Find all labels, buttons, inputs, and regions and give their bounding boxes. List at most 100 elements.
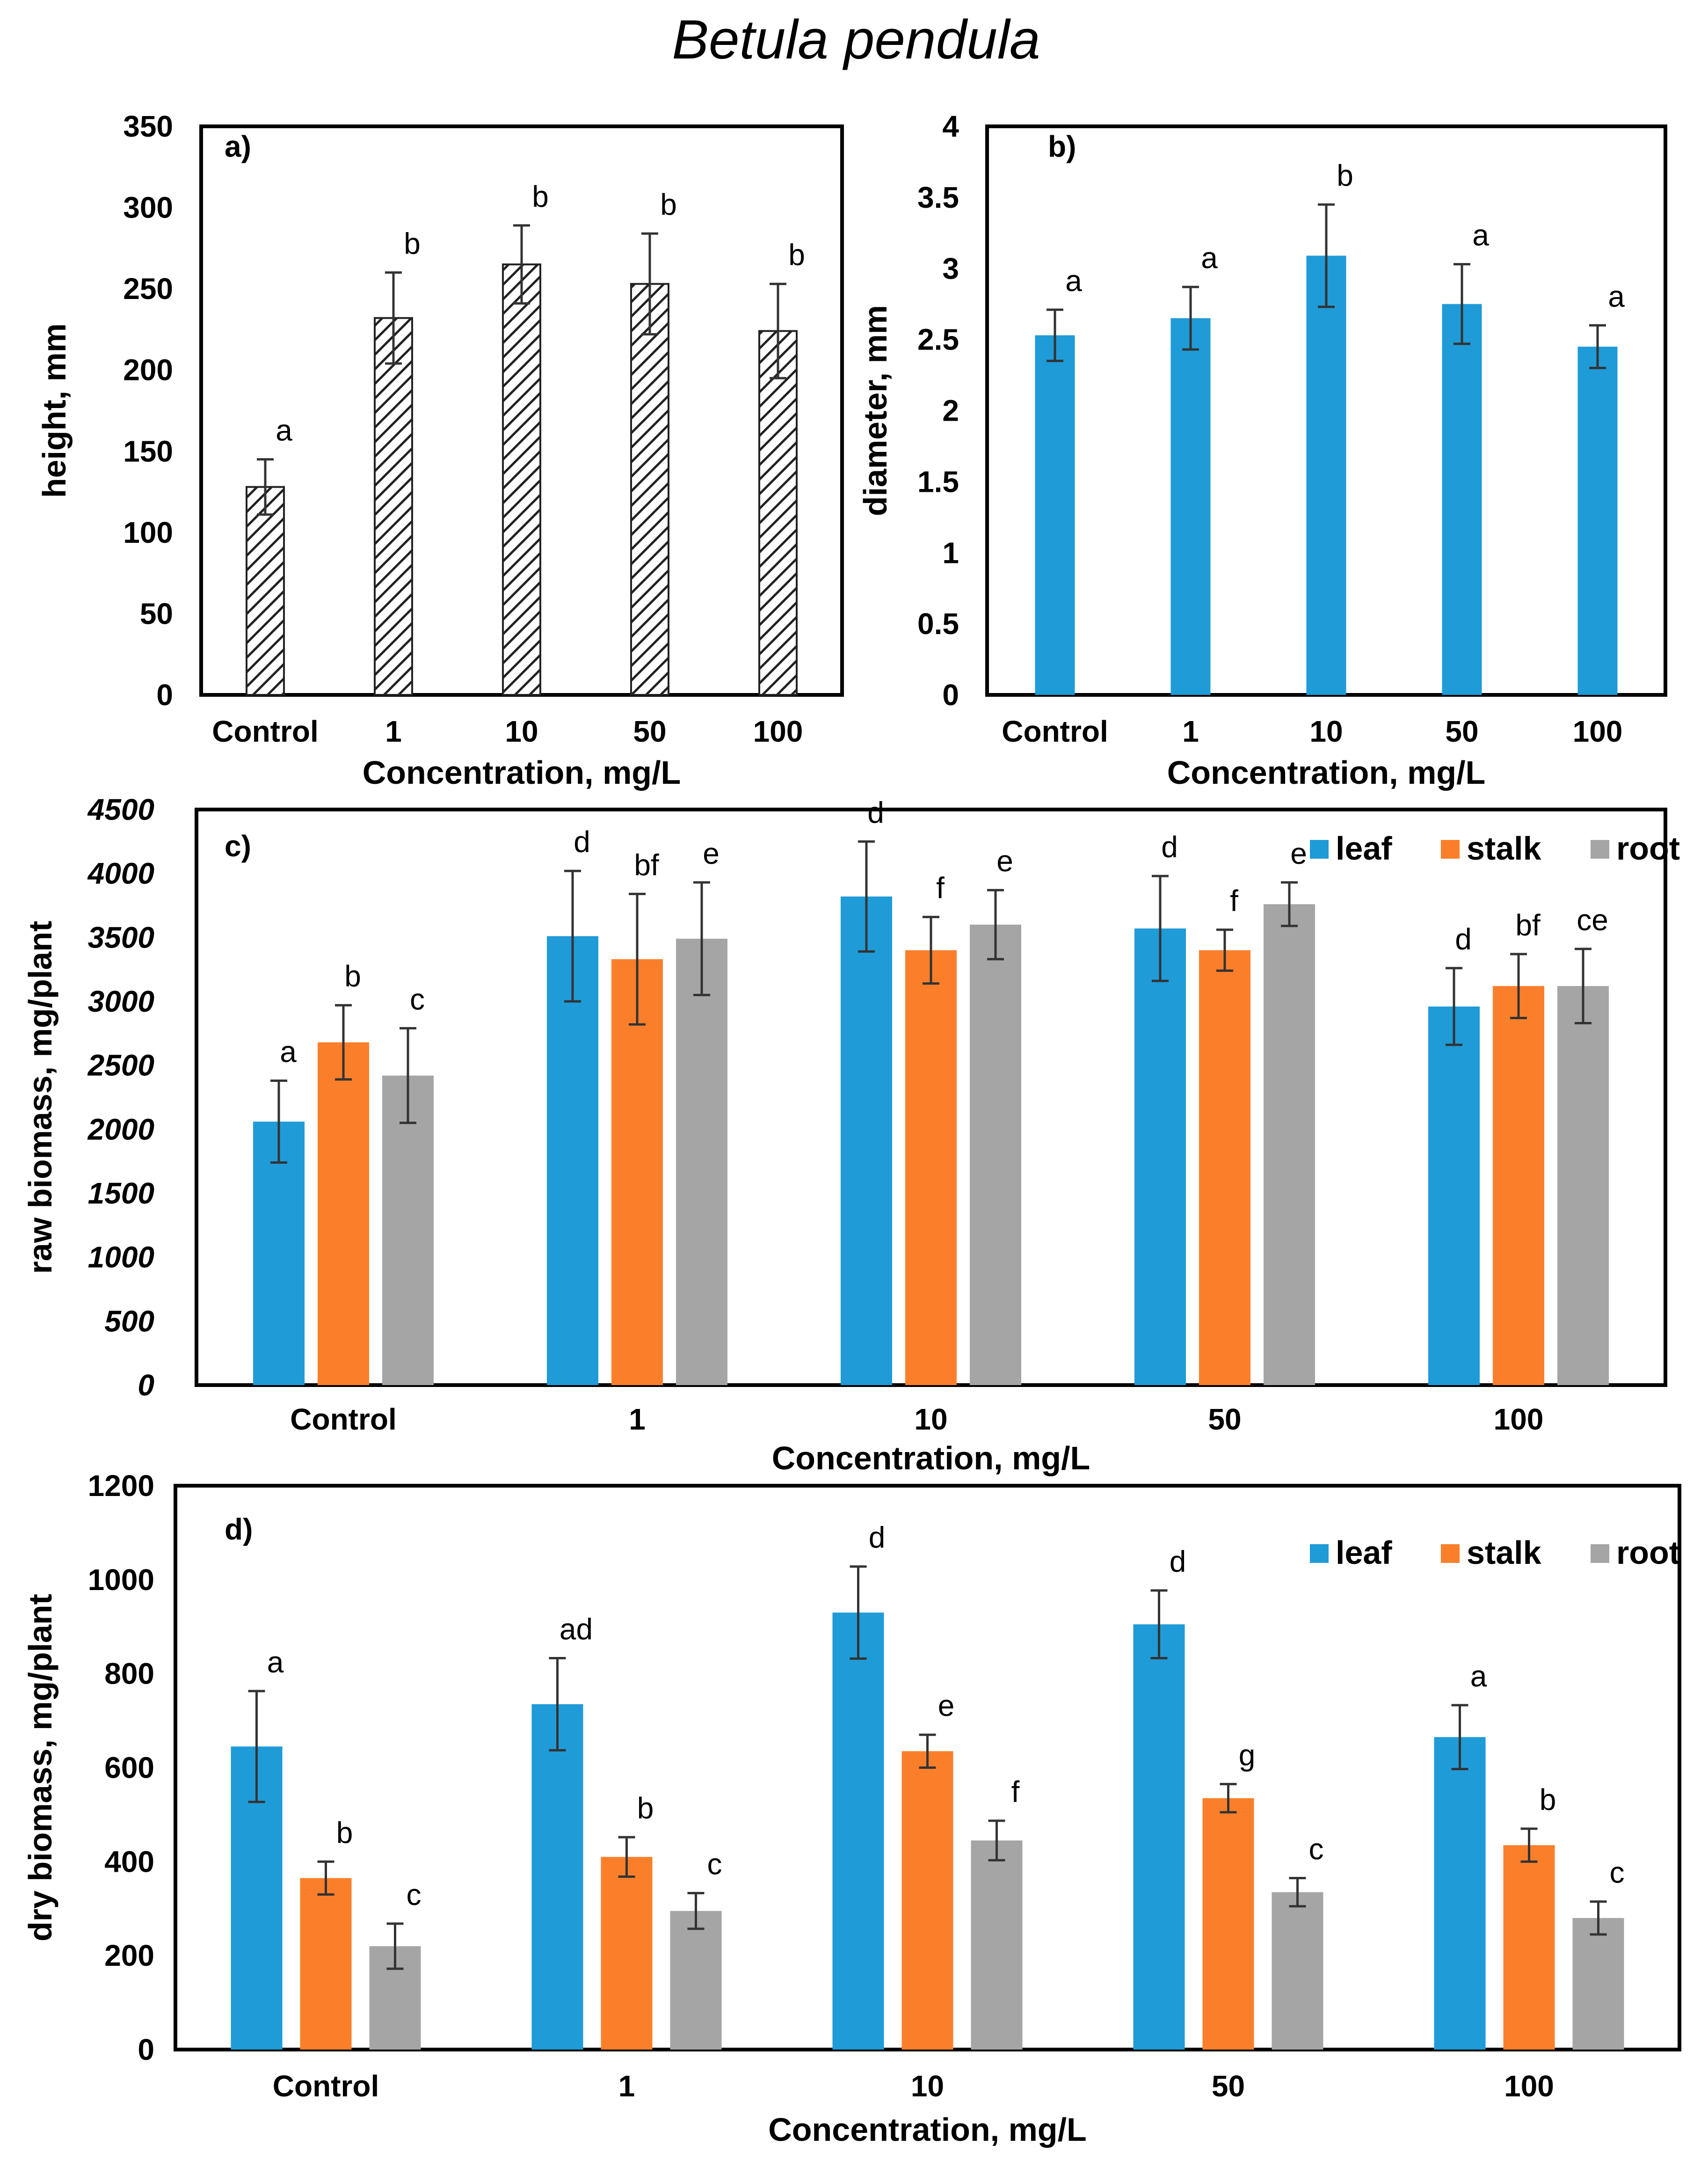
bar-leaf-50 <box>1134 928 1186 1385</box>
bar-diameter-10 <box>1306 255 1346 695</box>
x-axis-title: Concentration, mg/L <box>1167 754 1486 791</box>
legend-swatch-leaf <box>1310 1544 1329 1563</box>
significance-letter: b <box>1337 159 1353 192</box>
x-tick-label: 10 <box>914 1402 947 1436</box>
significance-letter: d <box>1170 1545 1186 1578</box>
significance-letter: b <box>1540 1783 1556 1817</box>
bar-diameter-Control <box>1035 335 1075 695</box>
y-tick-label: 150 <box>123 434 173 468</box>
significance-letter: c <box>1610 1856 1625 1890</box>
significance-letter: e <box>703 837 720 870</box>
x-tick-label: 50 <box>1208 1402 1241 1436</box>
bar-diameter-1 <box>1170 318 1211 695</box>
y-tick-label: 600 <box>104 1751 154 1785</box>
significance-letter: e <box>938 1689 955 1722</box>
chart-panel-b: b) 0 0.5 1 1.5 2 2.5 3 3.5 4 Control 1 10 50 100 Concen… <box>857 109 1667 791</box>
bar-stalk-100 <box>1493 986 1544 1385</box>
y-tick-label: 2000 <box>87 1112 154 1146</box>
bar-leaf-1 <box>547 936 598 1385</box>
y-tick-label: 3500 <box>88 920 154 954</box>
bar-leaf-100 <box>1434 1737 1486 2050</box>
significance-letter: a <box>1608 279 1625 313</box>
x-tick-label: Control <box>1002 715 1108 748</box>
y-tick-label: 1 <box>942 536 959 569</box>
y-tick-label: 500 <box>104 1304 154 1338</box>
significance-letter: d <box>1161 830 1178 864</box>
y-tick-label: 4000 <box>87 857 154 890</box>
bar-leaf-100 <box>1428 1006 1480 1385</box>
bar-stalk-50 <box>1202 1798 1254 2050</box>
bar-leaf-Control <box>253 1121 305 1385</box>
significance-letter: b <box>637 1791 654 1825</box>
y-tick-label: 350 <box>123 109 173 143</box>
legend-swatch-root <box>1591 840 1609 859</box>
x-tick-label: 100 <box>753 715 803 748</box>
y-axis-title: diameter, mm <box>857 305 894 516</box>
y-tick-label: 0 <box>138 2033 154 2066</box>
bar-root-1 <box>670 1911 722 2050</box>
y-axis-title: raw biomass, mg/plant <box>22 921 58 1274</box>
significance-letter: b <box>788 238 805 272</box>
significance-letter: f <box>1011 1775 1020 1809</box>
significance-letter: a <box>276 414 292 447</box>
significance-letter: a <box>1065 264 1082 298</box>
significance-letter: a <box>1201 241 1218 275</box>
legend-label-leaf: leaf <box>1336 830 1392 867</box>
significance-letter: ad <box>560 1613 593 1646</box>
x-axis-title: Concentration, mg/L <box>768 2111 1087 2148</box>
significance-letter: c <box>407 1878 422 1912</box>
x-tick-label: Control <box>212 715 319 748</box>
y-tick-label: 50 <box>140 597 173 630</box>
bar-diameter-100 <box>1577 346 1618 695</box>
x-tick-label: Control <box>290 1402 397 1436</box>
significance-letter: a <box>280 1035 297 1068</box>
panel-label: c) <box>225 829 251 863</box>
bar-leaf-10 <box>841 896 892 1385</box>
significance-letter: a <box>1472 219 1489 252</box>
legend-label-root: root <box>1616 830 1680 867</box>
bar-root-50 <box>1272 1892 1323 2050</box>
bar-stalk-Control <box>300 1878 352 2050</box>
bar-root-Control <box>382 1075 434 1385</box>
significance-letter: f <box>1230 884 1238 918</box>
bar-stalk-Control <box>318 1042 369 1385</box>
y-tick-label: 0 <box>942 678 959 712</box>
significance-letter: a <box>1470 1659 1487 1693</box>
bar-root-10 <box>971 1840 1023 2050</box>
significance-letter: f <box>936 871 945 905</box>
bar-stalk-100 <box>1503 1845 1555 2050</box>
significance-letter: bf <box>1515 908 1541 942</box>
x-tick-label: 50 <box>1212 2069 1245 2103</box>
x-tick-label: 100 <box>1573 715 1623 748</box>
legend-swatch-leaf <box>1310 840 1329 859</box>
legend: leaf stalk root <box>1310 1534 1680 1571</box>
y-axis-title: dry biomass, mg/plant <box>22 1594 58 1941</box>
bar-root-100 <box>1572 1918 1624 2050</box>
y-tick-label: 0.5 <box>917 607 959 641</box>
chart-panel-d: d) 0 200 400 600 800 1000 1200 Control 1 10 50 100 Co… <box>22 1469 1681 2148</box>
bar-height-100 <box>758 330 798 696</box>
legend-swatch-stalk <box>1441 1544 1460 1563</box>
y-tick-label: 2500 <box>87 1049 154 1082</box>
significance-letter: a <box>267 1645 284 1679</box>
significance-letter: e <box>996 844 1013 878</box>
y-tick-label: 4500 <box>87 793 154 826</box>
bar-stalk-1 <box>601 1857 653 2050</box>
significance-letter: d <box>867 795 884 829</box>
y-tick-label: 0 <box>156 678 173 712</box>
bar-root-50 <box>1264 904 1315 1385</box>
y-tick-label: 2 <box>942 394 959 428</box>
bar-stalk-1 <box>611 959 663 1385</box>
significance-letter: g <box>1239 1738 1256 1772</box>
legend-label-leaf: leaf <box>1336 1534 1392 1571</box>
y-tick-label: 3.5 <box>917 181 959 214</box>
legend-swatch-stalk <box>1441 840 1460 859</box>
legend-swatch-root <box>1591 1544 1609 1563</box>
legend-label-stalk: stalk <box>1467 1534 1541 1571</box>
x-tick-label: 100 <box>1494 1402 1544 1436</box>
panel-label: b) <box>1048 130 1076 163</box>
x-tick-label: 1 <box>618 2069 635 2103</box>
bar-root-1 <box>676 939 727 1385</box>
significance-letter: e <box>1290 837 1307 870</box>
